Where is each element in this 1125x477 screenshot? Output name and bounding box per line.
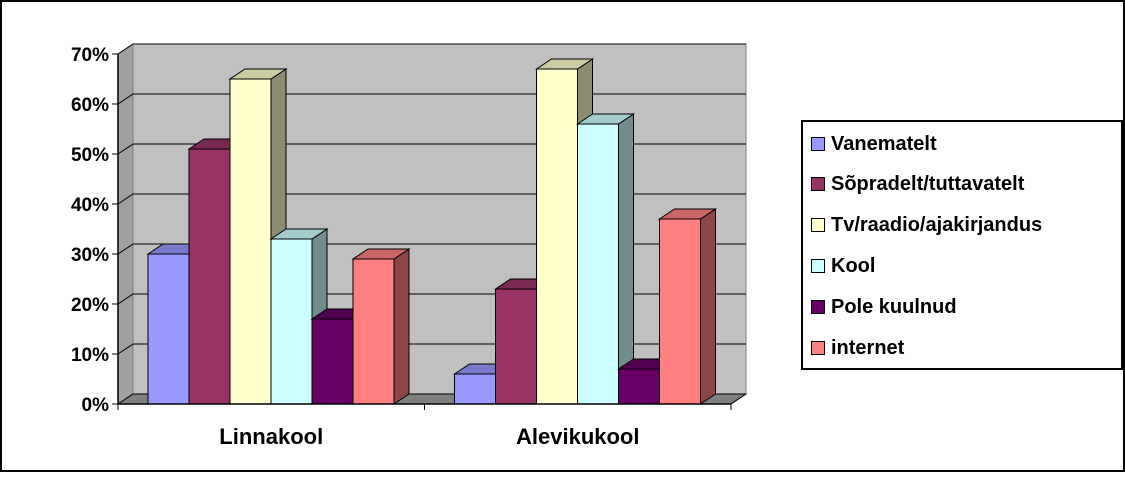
- legend-item-internet: internet: [811, 336, 904, 360]
- legend-label-pole-kuulnud: Pole kuulnud: [831, 295, 957, 318]
- legend-swatch-sopradelt: [811, 177, 825, 191]
- y-tick-label: 50%: [71, 145, 109, 166]
- x-axis-edge: [730, 393, 747, 405]
- legend-label-tv-raadio: Tv/raadio/ajakirjandus: [831, 213, 1043, 236]
- bar-front: [270, 238, 313, 405]
- legend-item-kool: Kool: [811, 254, 875, 278]
- gridline: [117, 43, 746, 55]
- legend-swatch-vanematelt: [811, 137, 825, 151]
- bar-side: [700, 208, 716, 405]
- bar-front: [495, 288, 537, 405]
- bar-front: [311, 318, 354, 405]
- x-tick-label: Linnakool: [219, 424, 323, 449]
- legend-label-vanematelt: Vanematelt: [831, 132, 937, 155]
- x-tick-label: Alevikukool: [516, 424, 639, 449]
- y-tick-label: 30%: [71, 245, 109, 266]
- bar-front: [659, 218, 701, 405]
- legend-swatch-kool: [811, 259, 825, 273]
- y-tick-label: 20%: [71, 295, 109, 316]
- legend: Vanematelt Sõpradelt/tuttavatelt Tv/raad…: [801, 120, 1123, 370]
- plot-side-wall: [117, 43, 134, 405]
- bar-front: [454, 373, 496, 405]
- bar-front: [577, 123, 619, 405]
- legend-swatch-internet: [811, 341, 825, 355]
- bar: [228, 68, 288, 405]
- bar-side: [393, 248, 410, 405]
- bar: [575, 113, 636, 405]
- legend-item-tv-raadio: Tv/raadio/ajakirjandus: [811, 213, 1042, 237]
- legend-item-pole-kuulnud: Pole kuulnud: [811, 295, 957, 319]
- legend-label-sopradelt: Sõpradelt/tuttavatelt: [831, 172, 1025, 195]
- bar-front: [229, 78, 272, 405]
- y-tick-label: 10%: [71, 345, 109, 366]
- legend-label-internet: internet: [831, 336, 905, 359]
- bar: [657, 208, 718, 405]
- legend-item-sopradelt: Sõpradelt/tuttavatelt: [811, 172, 1024, 196]
- y-tick-label: 0%: [82, 395, 110, 416]
- legend-swatch-pole-kuulnud: [811, 300, 825, 314]
- bar-front: [352, 258, 395, 405]
- legend-label-kool: Kool: [831, 254, 876, 277]
- legend-swatch-tv-raadio: [811, 218, 825, 232]
- y-tick-label: 70%: [71, 45, 109, 66]
- bar-front: [147, 253, 190, 405]
- bar-front: [618, 368, 660, 405]
- y-tick-label: 60%: [71, 95, 109, 116]
- bar-front: [188, 148, 231, 405]
- y-tick-label: 40%: [71, 195, 109, 216]
- legend-item-vanematelt: Vanematelt: [811, 132, 937, 156]
- bar: [351, 248, 411, 405]
- bar-front: [536, 68, 578, 405]
